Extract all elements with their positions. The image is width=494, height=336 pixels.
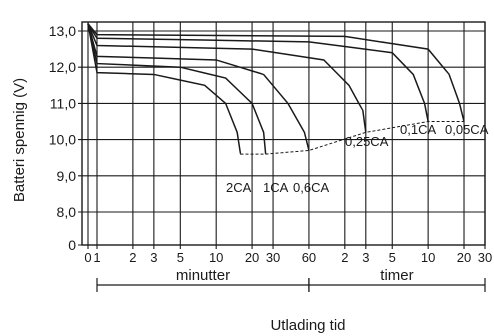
curve-0-05ca [87, 23, 465, 122]
y-tick-label: 0 [68, 237, 76, 253]
y-tick-labels: 0 8,0 9,0 10,0 11,0 12,0 13,0 [49, 23, 76, 253]
curve-annotations: 2CA 1CA 0,6CA 0,25CA 0,1CA 0,05CA [226, 122, 489, 195]
x-tick-label: 2 [129, 250, 136, 265]
y-tick-label: 11,0 [50, 95, 76, 111]
x-tick-label: 3 [150, 250, 157, 265]
plot-frame [81, 21, 486, 246]
cutoff-voltage-line [240, 121, 465, 155]
y-tick-label: 12,0 [49, 59, 76, 75]
x-tick-label: 1 [93, 250, 100, 265]
curve-label: 0,6CA [293, 180, 329, 195]
x-tick-label: 0 [84, 250, 91, 265]
y-tick-label: 9,0 [57, 168, 77, 184]
segment-label: timer [380, 267, 413, 284]
x-tick-label: 10 [209, 250, 223, 265]
y-tick-label: 13,0 [49, 23, 76, 39]
x-tick-label: 3 [362, 250, 369, 265]
x-tick-label: 60 [302, 250, 316, 265]
curve-0-25ca [87, 23, 367, 133]
x-tick-label: 5 [177, 250, 184, 265]
curve-1ca [87, 23, 267, 155]
x-tick-label: 2 [341, 250, 348, 265]
x-axis-label: Utlading tid [270, 317, 345, 334]
time-unit-brackets: minutter timer [96, 267, 486, 292]
segment-label: minutter [176, 267, 230, 284]
curve-label: 1CA [263, 180, 289, 195]
y-axis-label: Batteri spennig (V) [11, 78, 28, 202]
x-tick-label: 20 [457, 250, 471, 265]
curve-0-1ca [87, 23, 429, 122]
x-tick-label: 5 [389, 250, 396, 265]
x-tick-label: 10 [421, 250, 435, 265]
curve-label: 0,1CA [400, 122, 436, 137]
curve-label: 0,25CA [345, 134, 389, 149]
curve-0-6ca [87, 23, 310, 151]
curve-label: 0,05CA [445, 122, 489, 137]
x-tick-label: 20 [245, 250, 259, 265]
x-tick-label: 30 [478, 250, 492, 265]
curve-2ca [87, 23, 242, 155]
discharge-curves [87, 23, 465, 155]
y-tick-label: 10,0 [49, 132, 76, 148]
y-tick-label: 8,0 [57, 204, 77, 220]
x-tick-label: 30 [266, 250, 280, 265]
x-tick-labels: 0 1 2 3 5 10 20 30 60 2 3 5 10 20 30 [84, 250, 492, 265]
curve-label: 2CA [226, 180, 252, 195]
